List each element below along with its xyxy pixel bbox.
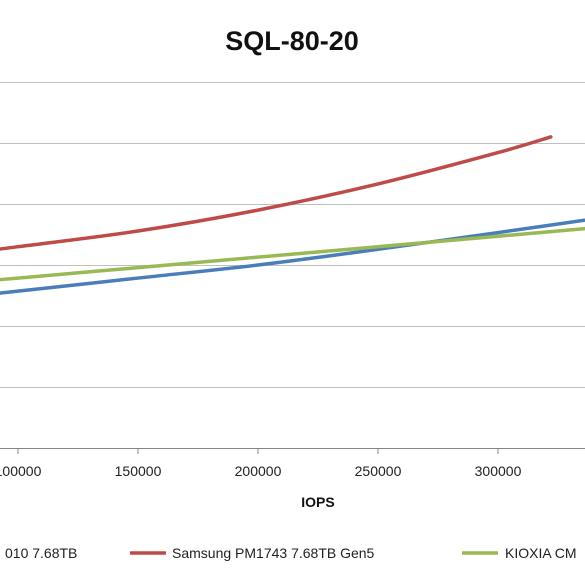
legend-label: 010 7.68TB	[5, 545, 77, 561]
legend: 010 7.68TB Samsung PM1743 7.68TB Gen5 KIOX…	[5, 545, 577, 561]
x-axis	[0, 448, 585, 454]
series-line-3	[0, 226, 585, 282]
x-tick-label: 250000	[355, 463, 402, 479]
x-tick-label: 100000	[0, 463, 42, 479]
x-tick-label: 150000	[115, 463, 162, 479]
legend-label: Samsung PM1743 7.68TB Gen5	[172, 545, 375, 561]
x-axis-title: IOPS	[301, 494, 334, 510]
series-lines	[0, 135, 585, 295]
series-line-2	[0, 135, 553, 251]
series-line-1	[0, 218, 585, 295]
x-tick-labels: 100000 150000 200000 250000 300000	[0, 463, 522, 479]
x-tick-label: 200000	[235, 463, 282, 479]
x-tick-label: 300000	[475, 463, 522, 479]
chart-title: SQL-80-20	[225, 26, 359, 56]
legend-label: KIOXIA CM	[505, 545, 577, 561]
